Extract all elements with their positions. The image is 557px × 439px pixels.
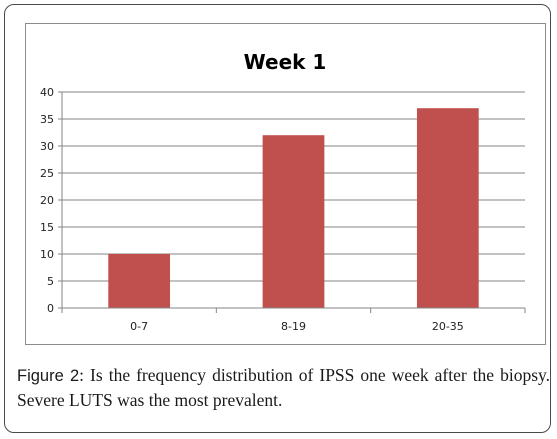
chart-panel: Week 1 0 5 10 15 20 25 30 35 40 0-7 8-19 20-35: [25, 23, 546, 345]
bar-20-35: [416, 108, 479, 308]
bar-0-7: [108, 254, 171, 308]
bars: [108, 108, 479, 308]
figure-caption: Figure 2: Is the frequency distribution …: [17, 363, 550, 412]
y-tick-label: 25: [40, 167, 54, 180]
y-tick-label: 35: [40, 113, 54, 126]
y-tick-label: 20: [40, 194, 54, 207]
y-tick-label: 30: [40, 140, 54, 153]
bar-chart: Week 1 0 5 10 15 20 25 30 35 40 0-7 8-19 20-35: [40, 50, 526, 333]
caption-text: : Is the frequency distribution of IPSS …: [17, 365, 550, 410]
y-tick-label: 40: [40, 86, 54, 99]
x-axis-ticks: 0-7 8-19 20-35: [61, 308, 526, 333]
y-tick-label: 10: [40, 248, 54, 261]
x-tick-label: 8-19: [281, 320, 306, 333]
figure-frame: Week 1 0 5 10 15 20 25 30 35 40 0-7 8-19 20-35 Fig…: [4, 4, 551, 433]
x-tick-label: 0-7: [130, 320, 148, 333]
y-tick-label: 15: [40, 221, 54, 234]
axes: [61, 92, 525, 309]
y-axis-ticks: 0 5 10 15 20 25 30 35 40: [40, 86, 62, 315]
chart-title: Week 1: [244, 50, 327, 74]
y-tick-label: 5: [47, 275, 54, 288]
y-tick-label: 0: [47, 302, 54, 315]
bar-8-19: [262, 135, 325, 308]
x-tick-label: 20-35: [432, 320, 464, 333]
caption-label: Figure 2: [17, 367, 80, 385]
